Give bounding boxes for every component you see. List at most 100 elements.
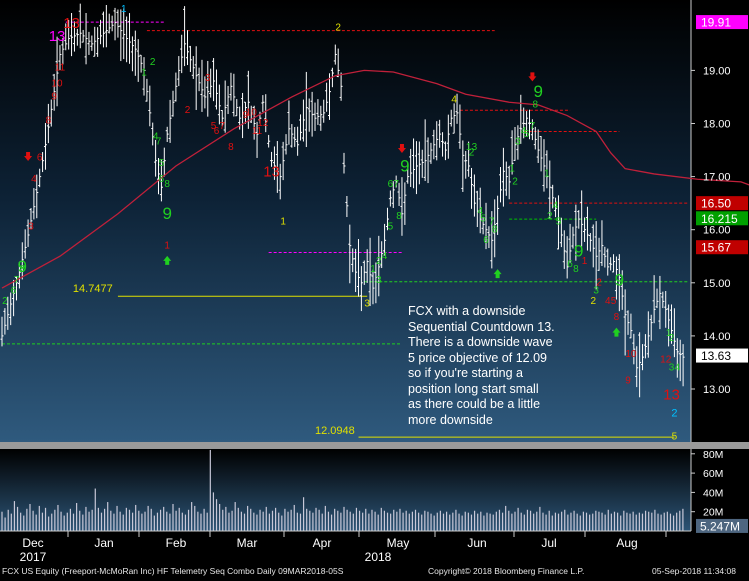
sequential-marker: 3 [593,285,599,296]
sequential-marker: 2 [596,277,602,288]
year-label: 2017 [20,550,47,564]
price-tick-label: 13.00 [703,384,731,396]
sequential-marker: 2 [512,177,518,188]
volume-label-box [696,518,748,533]
sequential-marker: 4 [31,174,37,185]
month-label: Feb [166,536,187,550]
sequential-marker: 5 [211,121,217,132]
sequential-marker: 5 [556,216,562,227]
footer-timestamp: 05-Sep-2018 11:34:08 [652,566,736,576]
sequential-marker: 7 [393,179,399,190]
sequential-marker: 1 [509,163,515,174]
price-label-box [696,240,748,255]
price-tick-label: 17.00 [703,172,731,184]
sequential-marker: 3 [472,142,478,153]
annotation-line: position long start small [408,381,539,396]
sequential-marker: 7 [489,216,495,227]
sequential-marker: 1 [141,68,147,79]
price-tick-label: 19.00 [703,65,731,77]
sequential-marker: 10 [625,349,637,360]
month-label: Dec [22,536,43,550]
sequential-marker: 8 [228,142,234,153]
price-label: 16.215 [701,212,738,226]
moving-average-line [1,69,749,289]
buy-arrow-icon [612,327,621,337]
sequential-marker: 6 [567,259,573,270]
sequential-marker: 2 [376,256,382,267]
sequential-marker: 8 [614,312,620,323]
sequential-marker: 9 [533,82,542,101]
price-axis: 13.00 14.00 15.00 16.00 17.00 18.00 19.00 19.91… [691,15,748,396]
sequential-marker: 1 [280,216,286,227]
volume-tick-label: 40M [703,487,723,499]
sequential-marker: 3 [669,362,675,373]
price-tick-label: 16.00 [703,225,731,237]
sequential-marker: 8 [20,264,26,275]
sequential-marker: 4 [605,296,611,307]
month-label: Jan [94,536,113,550]
sequential-marker: 3 [28,222,34,233]
month-label: Mar [237,536,258,550]
sequential-marker: 9 [400,156,409,175]
sequential-marker: 2 [185,105,191,116]
sell-arrow-icon [24,152,33,162]
sequential-marker: 4 [675,362,681,373]
sequential-marker: 13 [63,15,80,32]
month-label: Apr [313,536,332,550]
sequential-marker: 8 [573,264,579,275]
price-label: 16.50 [701,197,731,211]
sequential-marker: 4 [553,200,559,211]
sequential-marker: 9 [615,270,624,289]
volume-label: 5.247M [700,519,740,533]
year-label: 2018 [365,550,392,564]
sequential-marker: 4 [153,131,159,142]
sequential-marker: 7 [156,137,162,148]
sequential-marker: 5 [480,214,486,225]
price-label-box [696,196,748,211]
sell-arrow-icon [397,144,406,154]
sequential-marker: 8 [492,224,498,235]
month-label: Aug [616,536,637,550]
sequential-marker: 3 [205,73,211,84]
sequential-marker: 8 [396,211,402,222]
moving-average [1,69,749,289]
sequential-marker: 3 [364,299,370,310]
volume-bars [1,449,684,531]
annotation-line: 5 price objective of 12.09 [408,350,547,365]
sequential-marker: 6 [37,153,43,164]
support-lines: 14.7477 12.0948 [73,283,675,438]
price-tick-label: 14.00 [703,331,731,343]
sequential-marker: 6 [214,126,220,137]
sequential-marker: 12 [257,118,269,129]
sequential-marker: 5 [672,431,678,442]
annotation-line: There is a downside wave [408,335,553,349]
sequential-marker: 13 [663,387,680,404]
sequential-marker: 1 [666,328,672,339]
volume-tick-label: 20M [703,507,723,519]
sell-arrow-icon [528,72,537,82]
sequential-marker: 9 [51,92,57,103]
sequential-marker: 6 [159,174,165,185]
footer-security: FCX US Equity (Freeport-McMoRan Inc) HF … [2,566,344,576]
annotation-line: FCX with a downside [408,304,526,318]
sequential-marker: 4 [477,206,483,217]
price-label-box [696,211,748,226]
sequential-marker: 6 [483,235,489,246]
panel-separator [0,442,749,449]
sequential-marker: 5 [159,158,165,169]
sequential-marker: 7 [530,121,536,132]
buy-arrow-icon [163,255,172,265]
sequential-marker: 1 [582,256,588,267]
sequential-marker: 9 [162,204,171,223]
footer-copyright: Copyright© 2018 Bloomberg Finance L.P. [428,566,585,576]
time-axis: Dec Jan Feb Mar Apr May Jun Jul Aug 2017 2018 [0,530,691,564]
sequential-marker: 2 [469,147,475,158]
sequential-marker: 9 [625,376,631,387]
annotation-text: FCX with a downside Sequential Countdown… [408,304,588,428]
sequential-marker: 5 [611,296,617,307]
annotation-line: so if you're starting a [408,366,523,380]
sequential-marker: 2 [150,57,156,68]
sequential-marker: 4 [382,251,388,262]
